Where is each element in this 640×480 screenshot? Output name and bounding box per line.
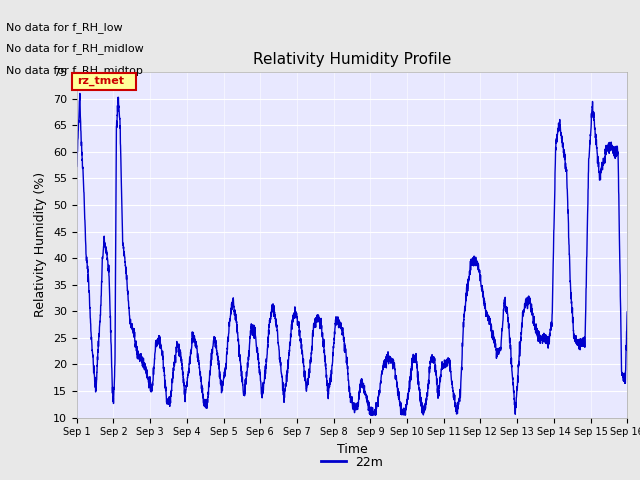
Legend: 22m: 22m — [316, 451, 388, 474]
Title: Relativity Humidity Profile: Relativity Humidity Profile — [253, 52, 451, 67]
X-axis label: Time: Time — [337, 443, 367, 456]
Text: No data for f_RH_low: No data for f_RH_low — [6, 22, 123, 33]
Text: No data for f_RH_midlow: No data for f_RH_midlow — [6, 43, 144, 54]
Text: rz_tmet: rz_tmet — [77, 76, 124, 86]
Text: No data for f_RH_midtop: No data for f_RH_midtop — [6, 65, 143, 76]
Y-axis label: Relativity Humidity (%): Relativity Humidity (%) — [35, 172, 47, 317]
